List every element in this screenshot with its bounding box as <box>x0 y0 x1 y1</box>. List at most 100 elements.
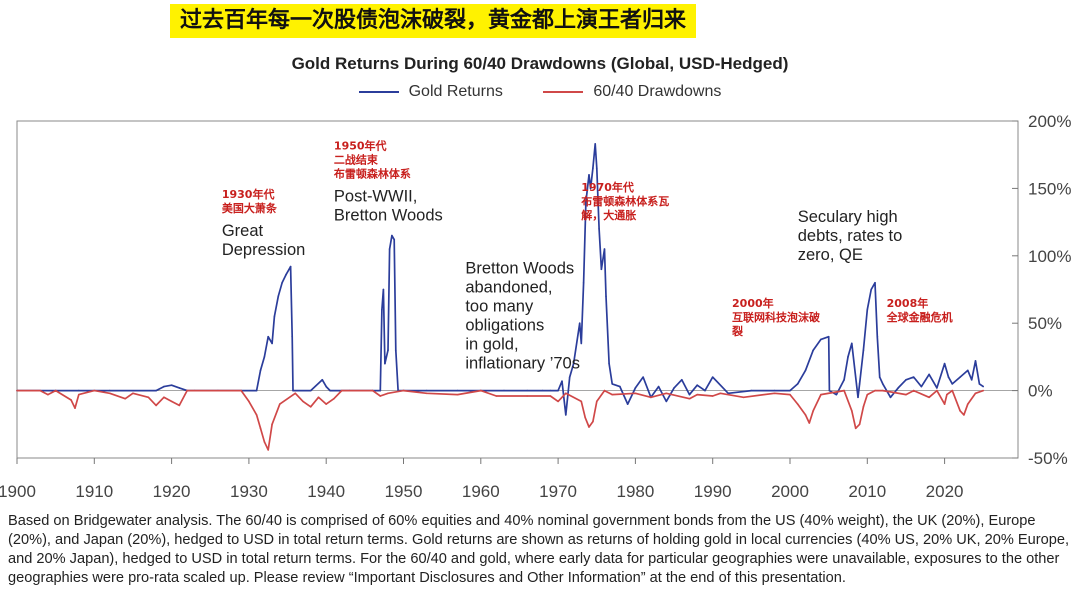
data-point-gold <box>585 201 587 203</box>
data-point-gold <box>750 389 753 392</box>
data-point-drawdown <box>854 427 857 430</box>
data-point-gold <box>568 376 571 378</box>
data-point-gold <box>155 389 157 392</box>
data-point-drawdown <box>155 404 157 407</box>
data-point-drawdown <box>580 400 583 403</box>
series-line-60-40-drawdowns <box>17 389 984 451</box>
data-point-gold <box>592 167 594 169</box>
annotation-en-line: Depression <box>222 241 305 259</box>
y-tick-label: 200% <box>1028 112 1071 131</box>
data-point-drawdown <box>789 393 791 396</box>
data-point-drawdown <box>170 400 173 403</box>
data-point-drawdown <box>325 403 328 405</box>
data-point-drawdown <box>108 392 111 395</box>
data-point-gold <box>796 383 799 385</box>
data-point-gold <box>688 393 691 396</box>
data-point-gold <box>259 369 262 372</box>
legend-label-gold: Gold Returns <box>408 83 503 100</box>
data-point-drawdown <box>611 393 614 396</box>
data-point-drawdown <box>634 392 637 395</box>
legend-item-gold: Gold Returns <box>358 83 503 101</box>
x-tick-label: 1980 <box>616 482 654 501</box>
data-point-drawdown <box>881 389 884 392</box>
data-point-gold <box>503 389 505 392</box>
annotation-en-line: too many <box>465 297 534 315</box>
data-point-drawdown <box>959 410 961 412</box>
headline-banner: 过去百年每一次股债泡沫破裂，黄金都上演王者归来 <box>170 4 697 38</box>
annotation-cn-line: 布雷顿森林体系瓦 <box>581 194 669 208</box>
data-point-gold <box>589 187 592 190</box>
data-point-gold <box>843 379 845 381</box>
data-point-drawdown <box>862 405 865 408</box>
data-point-gold <box>608 362 610 365</box>
data-point-gold <box>598 228 600 230</box>
data-point-drawdown <box>665 392 668 395</box>
data-point-drawdown <box>843 389 845 392</box>
y-tick-label: -50% <box>1028 449 1068 468</box>
data-point-gold <box>912 376 915 378</box>
data-point-gold <box>711 376 714 378</box>
data-point-gold <box>263 356 266 358</box>
data-point-drawdown <box>549 395 552 397</box>
data-point-drawdown <box>456 393 459 396</box>
data-point-drawdown <box>371 389 374 392</box>
data-point-drawdown <box>309 405 312 408</box>
data-point-drawdown <box>317 396 320 399</box>
data-point-gold <box>978 383 981 385</box>
x-tick-label: 1900 <box>0 482 36 501</box>
data-point-drawdown <box>379 395 382 397</box>
data-point-drawdown <box>943 403 946 405</box>
data-point-gold <box>588 174 590 176</box>
data-point-drawdown <box>47 393 49 396</box>
x-tick-label: 1970 <box>539 482 577 501</box>
data-point-drawdown <box>163 396 165 399</box>
annotation-en-line: inflationary ’70s <box>465 354 580 372</box>
x-tick-label: 1920 <box>153 482 191 501</box>
data-point-drawdown <box>402 389 405 392</box>
data-point-gold <box>565 414 567 416</box>
data-point-gold <box>329 389 331 392</box>
annotation-cn-line: 1970年代 <box>581 180 634 194</box>
data-point-gold <box>456 389 459 392</box>
data-point-gold <box>309 389 312 392</box>
data-point-drawdown <box>240 389 242 392</box>
data-point-gold <box>382 288 385 291</box>
data-point-drawdown <box>905 393 907 396</box>
data-point-gold <box>325 385 328 388</box>
data-point-gold <box>970 379 973 381</box>
data-point-gold <box>289 265 292 268</box>
data-point-drawdown <box>93 389 96 392</box>
data-point-gold <box>657 385 660 388</box>
data-point-drawdown <box>70 399 72 401</box>
data-point-gold <box>619 385 621 388</box>
data-point-drawdown <box>808 422 811 424</box>
data-point-gold <box>291 335 293 338</box>
data-point-gold <box>847 356 849 358</box>
data-point-gold <box>381 308 383 311</box>
data-point-drawdown <box>912 389 915 392</box>
data-point-gold <box>905 379 907 381</box>
data-point-drawdown <box>592 420 594 423</box>
annotation-en-line: abandoned, <box>465 278 552 296</box>
data-point-drawdown <box>495 395 498 397</box>
data-point-drawdown <box>267 449 270 451</box>
y-tick-label: 150% <box>1028 179 1071 198</box>
legend-item-drawdowns: 60/40 Drawdowns <box>543 83 721 101</box>
data-point-gold <box>526 389 528 392</box>
data-point-gold <box>835 393 838 396</box>
annotation-en-line: in gold, <box>465 335 518 353</box>
annotation-cn-line: 2000年 <box>732 296 774 310</box>
data-point-gold <box>78 389 80 392</box>
data-point-drawdown <box>248 400 250 403</box>
data-point-gold <box>557 389 559 392</box>
data-point-gold <box>163 385 165 388</box>
data-point-gold <box>828 389 831 392</box>
data-point-gold <box>858 383 861 385</box>
data-point-drawdown <box>387 392 389 395</box>
x-tick-label: 2020 <box>926 482 964 501</box>
chart-plot: -50% 0% 50% 100% 150% 200% 1900 1910 1920 1930 194… <box>0 112 1071 501</box>
annotation-cn-line: 1950年代 <box>334 138 387 152</box>
data-point-drawdown <box>39 389 41 392</box>
data-point-drawdown <box>928 396 930 399</box>
x-tick-label: 1990 <box>694 482 732 501</box>
